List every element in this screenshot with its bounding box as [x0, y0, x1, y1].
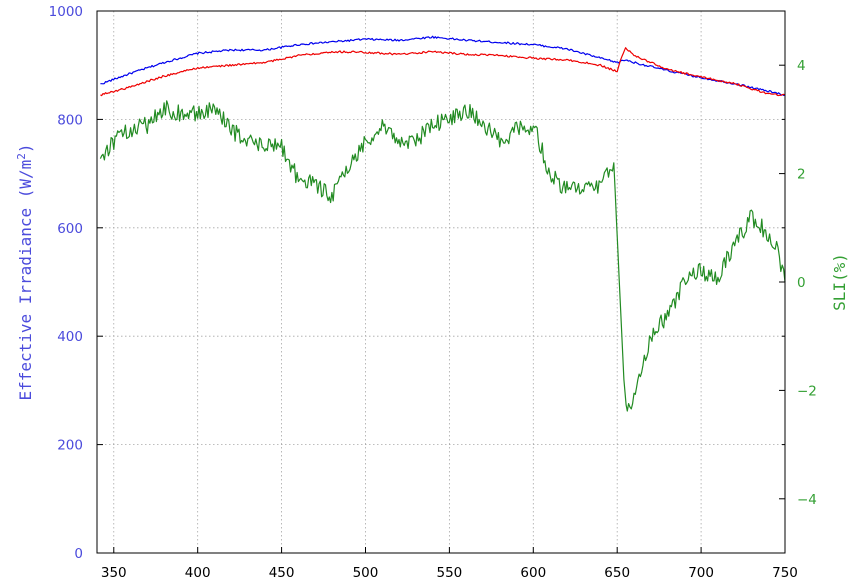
axis-ticks: 350 400 450 500 550 600 650 700 750 0 200 400 600 800…	[49, 4, 817, 581]
x-tick-label: 450	[269, 565, 295, 581]
x-tick-label: 600	[520, 565, 546, 581]
series-line-blue	[100, 35, 786, 97]
series-line-green	[99, 100, 786, 412]
y-left-tick-label: 800	[57, 112, 83, 128]
y-right-tick-label: −4	[797, 492, 817, 508]
x-tick-label: 700	[688, 565, 714, 581]
y-left-tick-label: 600	[57, 221, 83, 237]
x-tick-label: 750	[772, 565, 798, 581]
x-tick-label: 500	[353, 565, 379, 581]
y-right-tick-label: 2	[797, 167, 806, 183]
x-tick-label: 650	[604, 565, 630, 581]
y-right-tick-label: 0	[797, 275, 806, 291]
y-left-tick-label: 400	[57, 329, 83, 345]
grid-lines	[97, 11, 785, 553]
x-tick-label: 400	[185, 565, 211, 581]
plot-frame	[96, 10, 786, 554]
x-tick-label: 550	[436, 565, 462, 581]
y-left-tick-label: 1000	[49, 4, 83, 20]
y-left-tick-label: 0	[74, 546, 83, 562]
y-left-tick-label: 200	[57, 438, 83, 454]
x-tick-label: 350	[101, 565, 127, 581]
series-line-red	[100, 47, 786, 97]
y-right-tick-label: 4	[797, 58, 806, 74]
series-layer	[99, 35, 786, 412]
y-axis-left-label: Effective Irradiance (W/m2)	[15, 143, 35, 400]
y-axis-right-label: SLI(%)	[830, 253, 849, 311]
y-right-tick-label: −2	[797, 383, 817, 399]
